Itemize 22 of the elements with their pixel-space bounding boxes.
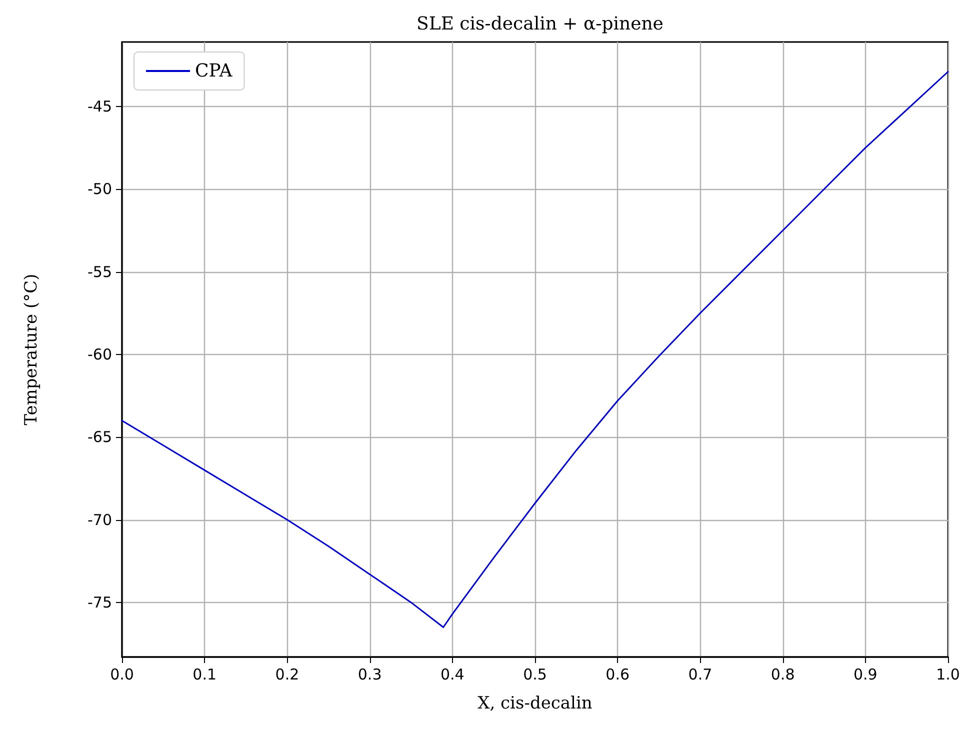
y-tick-label: -60: [88, 345, 112, 364]
x-tick-label: 0.6: [606, 666, 630, 684]
y-axis-title: Temperature (°C): [22, 274, 42, 426]
x-tick-label: 0.7: [688, 666, 712, 684]
y-tick-label: -50: [88, 180, 112, 198]
y-tick-label: -70: [88, 510, 112, 529]
y-tick-label: -65: [88, 428, 112, 446]
x-tick-label: 0.1: [192, 666, 217, 684]
y-tick-label: -45: [88, 97, 112, 116]
y-tick-label: -75: [88, 593, 112, 612]
x-tick-label: 0.5: [523, 666, 547, 684]
x-tick-label: 0.8: [770, 666, 795, 684]
x-tick-label: 0.0: [110, 666, 134, 684]
x-tick-label: 0.9: [853, 666, 878, 684]
x-tick-label: 0.2: [275, 666, 300, 684]
chart-title: SLE cis-decalin + α-pinene: [416, 14, 664, 34]
x-axis-title: X, cis-decalin: [478, 694, 592, 714]
y-tick-label: -55: [88, 262, 112, 281]
x-tick-label: 1.0: [936, 666, 960, 684]
x-tick-label: 0.4: [440, 666, 464, 684]
x-tick-label: 0.3: [358, 666, 382, 684]
legend-label: CPA: [195, 60, 234, 82]
